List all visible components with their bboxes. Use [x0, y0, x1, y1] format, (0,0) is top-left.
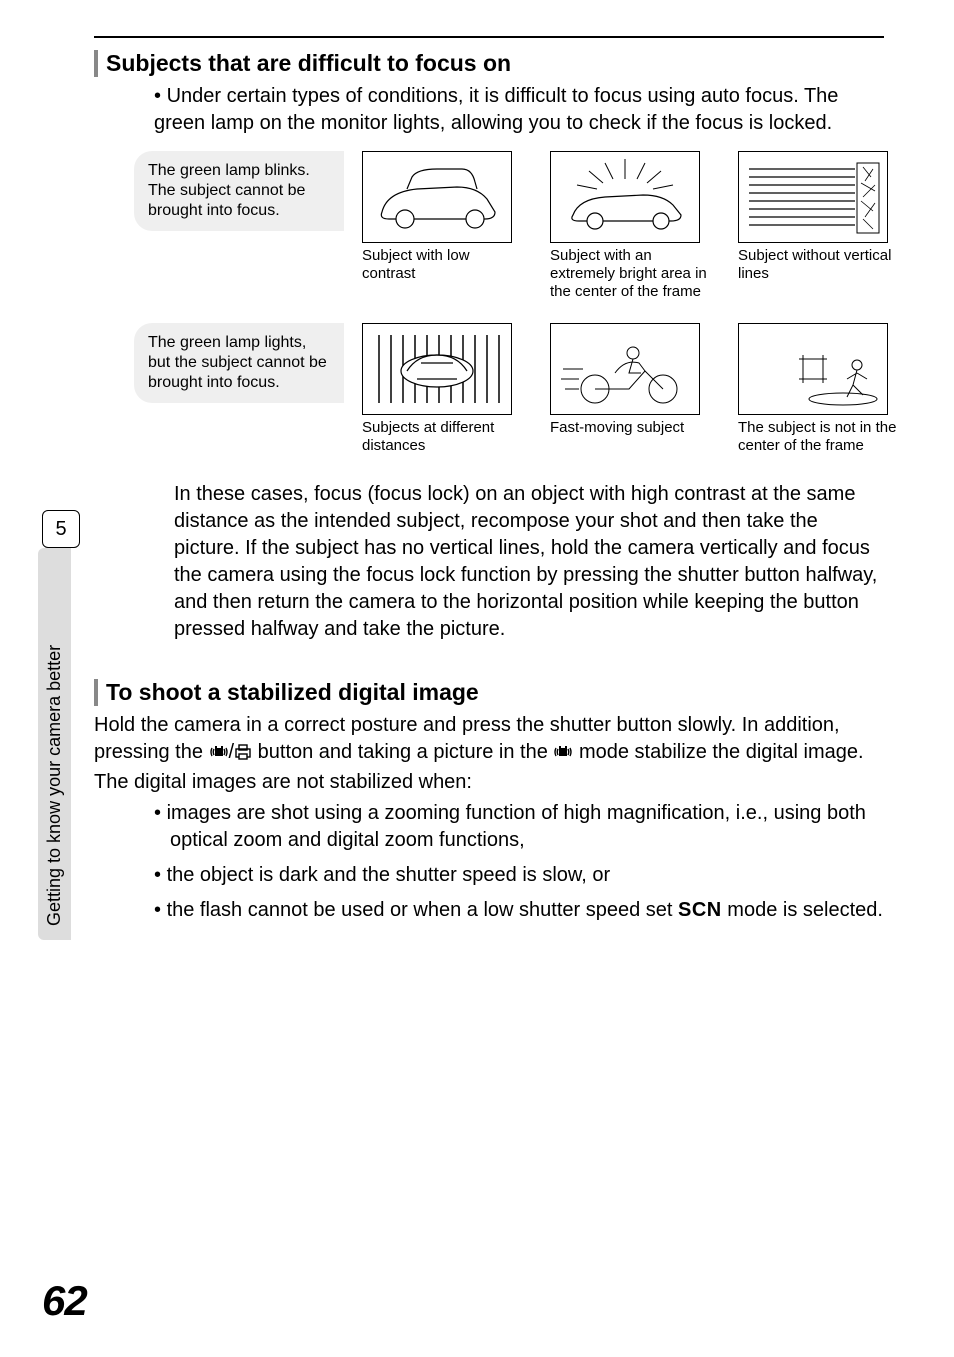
chapter-number-box: 5 — [42, 510, 80, 548]
different-distances-icon — [362, 323, 512, 415]
note-row2: The green lamp lights, but the subject c… — [134, 323, 344, 403]
p1b: button and taking a picture in the — [258, 741, 554, 763]
section2: To shoot a stabilized digital image Hold… — [94, 679, 884, 924]
horizontal-lines-icon — [738, 151, 888, 243]
b3a: the flash cannot be used or when a low s… — [167, 899, 678, 921]
image-stabilizer-icon — [553, 742, 573, 769]
caption-off-center: The subject is not in the center of the … — [738, 419, 898, 455]
print-order-icon — [234, 742, 252, 769]
b3b: mode is selected. — [722, 899, 883, 921]
illust-diff-distances: Subjects at different distances — [362, 323, 532, 455]
page-number: 62 — [42, 1277, 87, 1325]
illust-no-vertical: Subject without vertical lines — [738, 151, 908, 283]
intro-text: Under certain types of conditions, it is… — [154, 85, 838, 134]
illust-low-contrast: Subject with low contrast — [362, 151, 532, 283]
chapter-label: Getting to know your camera better — [38, 548, 71, 940]
illust-off-center: The subject is not in the center of the … — [738, 323, 908, 455]
page-content: Subjects that are difficult to focus on … — [94, 50, 884, 932]
caption-no-vertical: Subject without vertical lines — [738, 247, 898, 283]
section1-intro: Under certain types of conditions, it is… — [154, 83, 884, 137]
illust-fast-moving: Fast-moving subject — [550, 323, 720, 437]
section2-p2: The digital images are not stabilized wh… — [94, 769, 884, 796]
off-center-icon — [738, 323, 888, 415]
chapter-side-tab: Getting to know your camera better 5 — [42, 510, 80, 940]
illust-bright-center: Subject with an extremely bright area in… — [550, 151, 720, 301]
caption-fast-moving: Fast-moving subject — [550, 419, 710, 437]
top-rule — [94, 36, 884, 38]
section2-heading: To shoot a stabilized digital image — [94, 679, 884, 706]
section1-explain: In these cases, focus (focus lock) on an… — [174, 481, 884, 643]
illustration-grid: The green lamp blinks. The subject canno… — [134, 151, 884, 455]
bullet-3: the flash cannot be used or when a low s… — [154, 897, 884, 924]
p1c: mode stabilize the digital image. — [579, 741, 864, 763]
fast-moving-icon — [550, 323, 700, 415]
bullet-1: images are shot using a zooming function… — [154, 800, 884, 854]
chapter-number: 5 — [55, 518, 66, 541]
image-stabilizer-icon — [209, 742, 229, 769]
caption-low-contrast: Subject with low contrast — [362, 247, 522, 283]
scn-mode-label: SCN — [678, 899, 722, 921]
caption-diff-distances: Subjects at different distances — [362, 419, 522, 455]
caption-bright-center: Subject with an extremely bright area in… — [550, 247, 710, 301]
car-low-contrast-icon — [362, 151, 512, 243]
bullet-2: the object is dark and the shutter speed… — [154, 862, 884, 889]
section2-p1: Hold the camera in a correct posture and… — [94, 712, 884, 769]
section2-bullets: images are shot using a zooming function… — [154, 800, 884, 924]
car-bright-center-icon — [550, 151, 700, 243]
note-row1: The green lamp blinks. The subject canno… — [134, 151, 344, 231]
section1-heading: Subjects that are difficult to focus on — [94, 50, 884, 77]
